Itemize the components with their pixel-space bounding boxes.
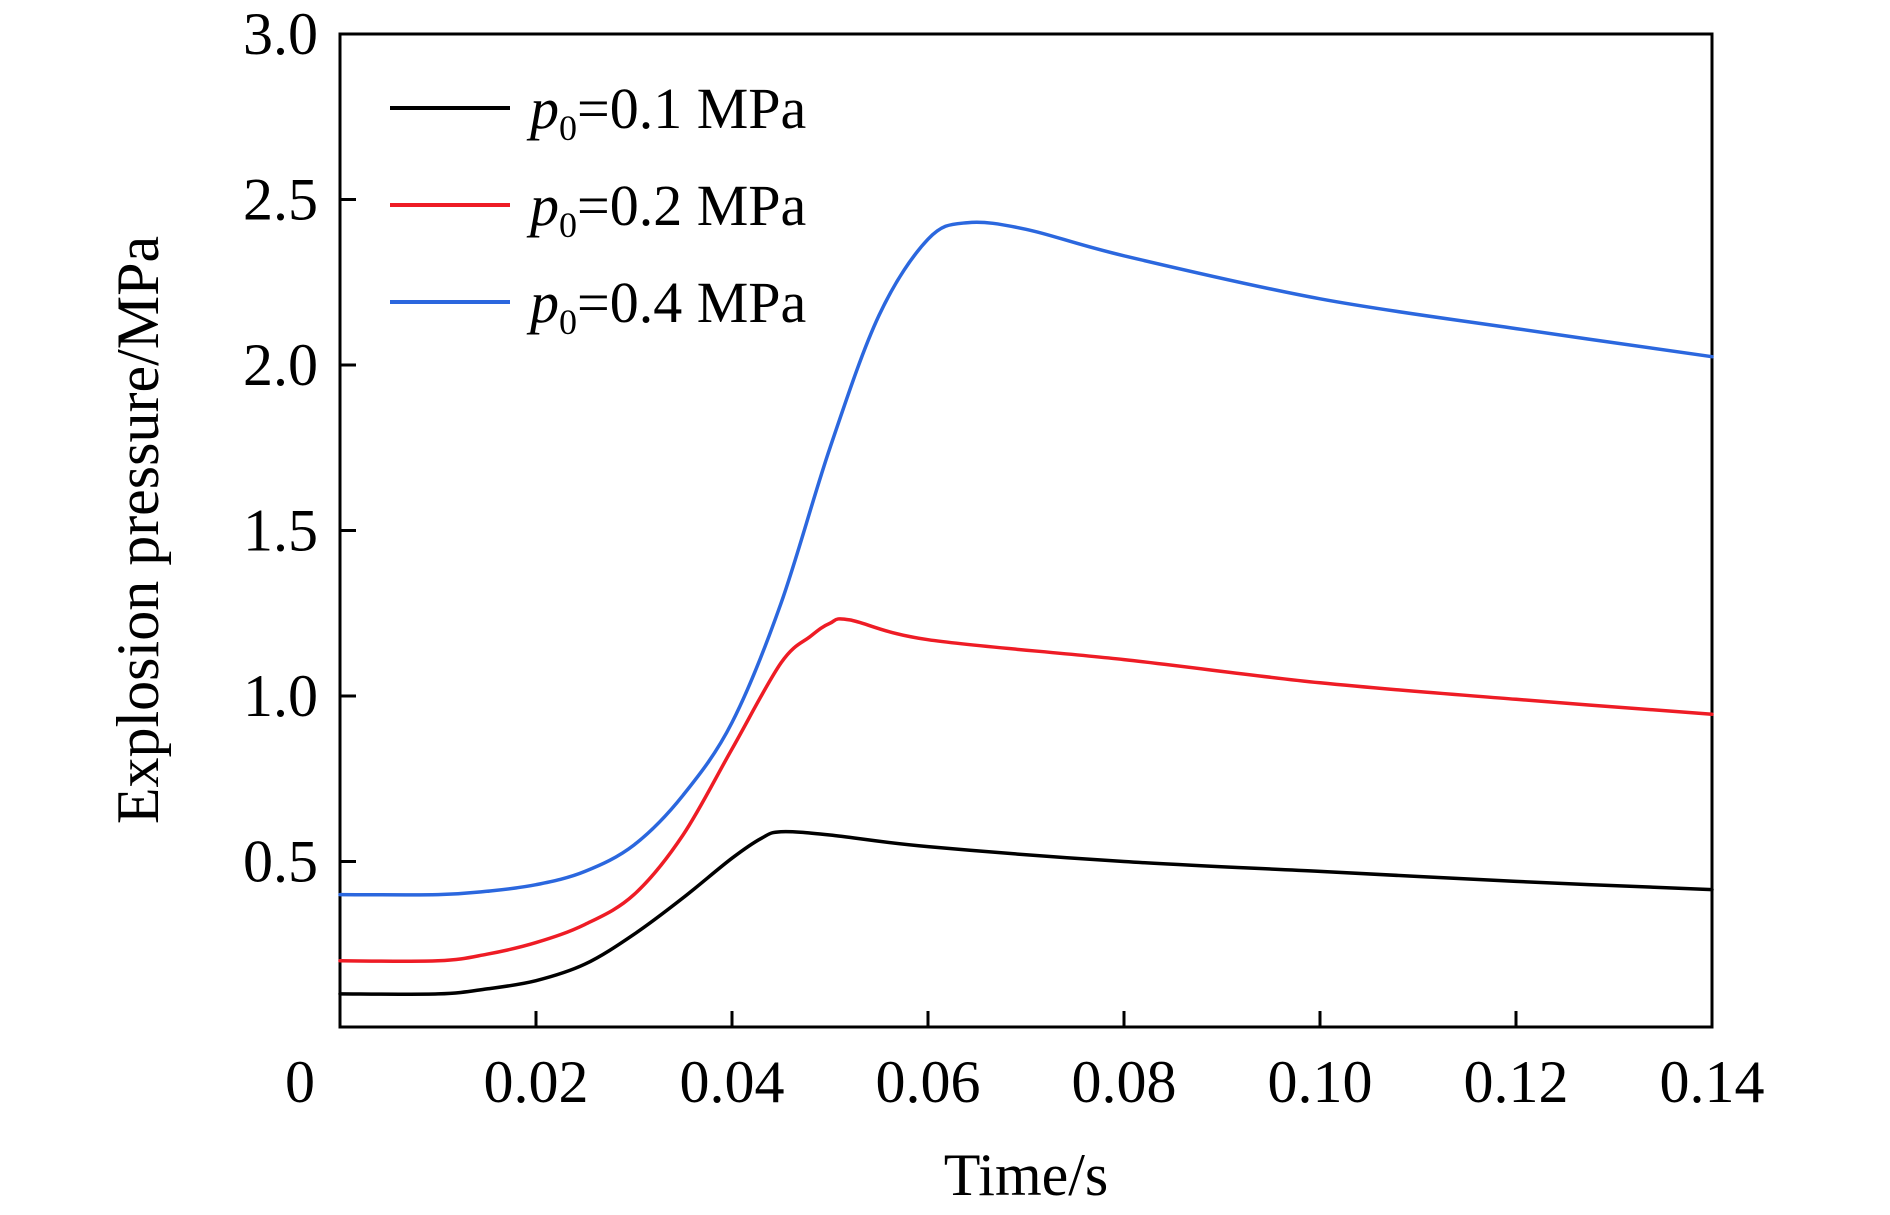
x-tick-label: 0.14: [1660, 1049, 1765, 1115]
y-tick-label: 0.5: [243, 829, 318, 895]
series-line-3: [338, 220, 1714, 897]
x-tick-label: 0.04: [680, 1049, 785, 1115]
y-axis-ticks: 0.5 1.0 1.5 2.0 2.5 3.0: [243, 1, 356, 895]
y-tick-label: 1.5: [243, 498, 318, 564]
x-axis-label: Time/s: [944, 1142, 1109, 1208]
x-axis-ticks: 0 0.02 0.04 0.06 0.08 0.10 0.12 0.14: [285, 1011, 1765, 1115]
x-tick-label: 0.10: [1268, 1049, 1373, 1115]
y-tick-label: 2.0: [243, 332, 318, 398]
y-tick-label: 1.0: [243, 663, 318, 729]
x-tick-label: 0.06: [876, 1049, 981, 1115]
legend-label: p0=0.1 MPa: [526, 76, 806, 148]
legend-label: p0=0.2 MPa: [526, 173, 806, 245]
legend: p0=0.1 MPa p0=0.2 MPa p0=0.4 MPa: [390, 76, 806, 342]
y-axis-label: Explosion pressure/MPa: [105, 236, 171, 824]
x-tick-label: 0: [285, 1049, 315, 1115]
x-tick-label: 0.08: [1072, 1049, 1177, 1115]
y-tick-label: 3.0: [243, 1, 318, 67]
x-tick-label: 0.12: [1464, 1049, 1569, 1115]
legend-label: p0=0.4 MPa: [526, 270, 806, 342]
series-line-2: [338, 617, 1714, 964]
series-lines: [338, 220, 1714, 997]
y-tick-label: 2.5: [243, 167, 318, 233]
series-line-1: [338, 829, 1714, 997]
x-tick-label: 0.02: [484, 1049, 589, 1115]
